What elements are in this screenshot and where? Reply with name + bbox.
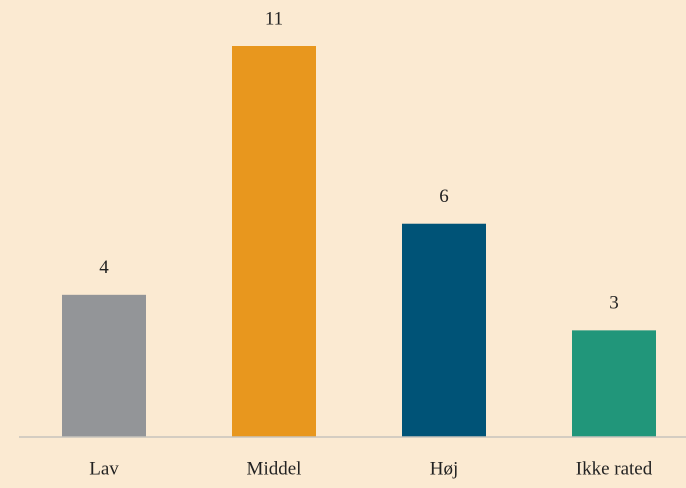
x-tick-label: Lav	[89, 458, 119, 479]
value-label: 6	[439, 186, 449, 207]
bar	[232, 46, 316, 437]
value-label: 3	[609, 293, 619, 314]
x-tick-label: Ikke rated	[576, 458, 653, 479]
bar	[62, 294, 146, 437]
value-label: 11	[265, 8, 283, 29]
value-label: 4	[99, 257, 109, 278]
bar	[402, 223, 486, 437]
bar	[572, 330, 656, 437]
x-tick-label: Høj	[430, 458, 459, 479]
x-tick-label: Middel	[247, 458, 302, 479]
